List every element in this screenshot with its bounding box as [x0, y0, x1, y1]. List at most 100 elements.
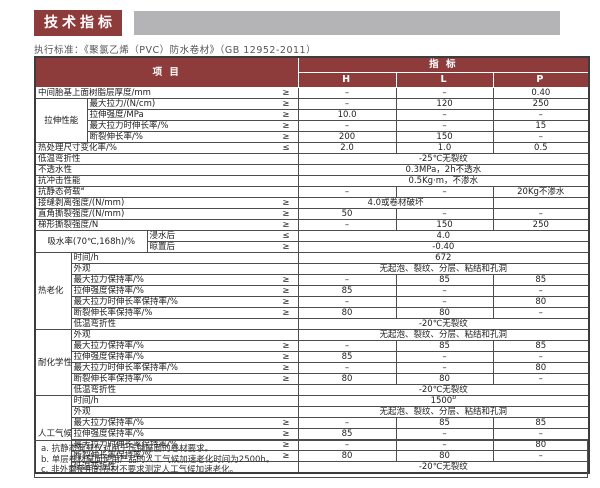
value-cell: 1500b	[297, 395, 590, 407]
value-cell: 120	[395, 98, 494, 110]
value-cell: 20Kg不渗水	[492, 186, 590, 198]
table-row: 拉伸强度保持率/% ≥85– –	[35, 428, 590, 440]
table-row: 低温弯折性 -20℃无裂纹	[35, 461, 590, 474]
table-row: 耐化学性 外观 无起泡、裂纹、分层、粘结和孔洞	[34, 329, 590, 396]
item-label-cell: 断裂伸长率/% ≥	[86, 131, 299, 143]
footnote-c: c. 非外露使用的卷材不要求测定人工气候加速老化。	[41, 465, 239, 475]
table-row: 不透水性 0.3MPa，2h不透水	[34, 164, 590, 176]
item-label-cell: 最大拉力保持率/% ≥	[70, 274, 299, 286]
value-cell: –	[492, 208, 590, 220]
item-label-cell: 抗静态荷载a	[34, 186, 299, 198]
item-label-cell: 接缝剥离强度/(N/mm) ≥	[34, 197, 299, 209]
table-row: 拉伸强度/MPa ≥10.0– –	[35, 109, 590, 121]
title-decorative-bar	[134, 11, 560, 35]
item-label-cell: 外观	[70, 329, 299, 341]
value-cell: –	[395, 120, 494, 132]
footnote-a: a. 抗静态荷载仅对用于压铺屋面的卷材要求。	[41, 444, 214, 454]
value-cell: 85	[297, 351, 397, 363]
value-cell: –	[395, 109, 494, 121]
section-title: 技术指标	[34, 10, 122, 36]
table-row: 吸水率(70℃,168h)/% 浸水后 ≤4.0	[34, 230, 590, 253]
value-cell: –	[395, 351, 494, 363]
value-cell: 15	[492, 120, 590, 132]
value-cell: -0.40	[297, 241, 590, 253]
value-cell: –	[395, 296, 494, 308]
value-cell: 85	[297, 285, 397, 297]
value-cell: 80	[297, 373, 397, 385]
group-label-cell: 吸水率(70℃,168h)/%	[34, 230, 148, 253]
comparison-symbol: ≥	[282, 363, 290, 373]
footnote-b: b. 单层卷材屋面使用产品的人工气候加速老化时间为2500h。	[41, 454, 275, 465]
spec-table: 项 目 指 标 H L P 中间胎基上面树脂层厚度/mm ≥ – –0.40 拉伸性能最…	[34, 56, 591, 474]
comparison-symbol: ≥	[282, 352, 290, 362]
comparison-symbol: ≥	[282, 308, 290, 318]
table-row: 外观 无起泡、裂纹、分层、粘结和孔洞	[35, 263, 590, 275]
value-cell: 50	[297, 208, 397, 220]
footnote-marker: b	[452, 395, 457, 402]
table-row: 断裂伸长率保持率/% ≥80 80–	[35, 373, 590, 385]
value-cell: 85	[395, 274, 494, 286]
value-cell: –	[492, 307, 590, 319]
comparison-symbol: ≥	[282, 242, 290, 252]
value-cell: 80	[395, 450, 494, 462]
value-cell: 80	[492, 296, 590, 308]
standard-reference: 执行标准：《聚氯乙烯（PVC）防水卷材》（GB 12952-2011）	[34, 45, 317, 56]
table-row: 直角撕裂强度/(N/mm) ≥50– –	[34, 208, 590, 220]
table-row: 低温弯折性 -20℃无裂纹	[35, 318, 590, 330]
comparison-symbol: ≥	[282, 209, 290, 219]
value-cell: 4.0或卷材破坏	[297, 197, 494, 209]
value-cell: 85	[492, 340, 590, 352]
item-label-cell: 拉伸强度保持率/% ≥	[70, 285, 299, 297]
table-row: 低温弯折性 -25℃无裂纹	[34, 153, 590, 165]
value-cell: –	[297, 98, 397, 110]
value-cell: –	[395, 208, 494, 220]
comparison-symbol: ≥	[282, 429, 290, 439]
value-cell: 80	[395, 307, 494, 319]
comparison-symbol: ≥	[282, 110, 290, 120]
value-cell: 85	[395, 340, 494, 352]
value-cell: –	[395, 186, 494, 198]
table-row: 梯形撕裂强度/N ≥ –150 250	[34, 219, 590, 231]
header-col-p: P	[492, 72, 590, 88]
value-cell: –	[492, 428, 590, 440]
comparison-symbol: ≥	[282, 440, 290, 450]
table-row: 最大拉力时伸长率/% ≥ – –15	[35, 120, 590, 132]
value-cell: –	[492, 109, 590, 121]
value-cell: 10.0	[297, 109, 397, 121]
item-label-cell: 最大拉力保持率/% ≥	[70, 417, 299, 429]
table-row: 最大拉力时伸长率保持率/% ≥ – –80	[35, 296, 590, 308]
item-label-cell: 断裂伸长率保持率/% ≥	[70, 373, 299, 385]
comparison-symbol: ≥	[282, 286, 290, 296]
item-label-cell: 最大拉力保持率/% ≥	[70, 340, 299, 352]
value-cell: 85	[297, 428, 397, 440]
value-cell: -25℃无裂纹	[297, 153, 590, 165]
value-cell: –	[297, 340, 397, 352]
table-row: 断裂伸长率保持率/% ≥80 80–	[35, 450, 590, 462]
item-label-cell: 晾置后 ≥	[146, 241, 299, 253]
value-cell: –	[395, 428, 494, 440]
value-cell: –	[492, 450, 590, 462]
item-label-cell: 时间/h	[70, 252, 299, 264]
header-col-h: H	[297, 72, 397, 88]
table-row: 热处理尺寸变化率/% ≤2.0 1.0 0.5	[34, 142, 590, 154]
value-cell: –	[395, 362, 494, 374]
header-col-l: L	[395, 72, 494, 88]
value-cell: –	[297, 219, 397, 231]
item-label-cell: 最大拉力/(N/cm) ≥	[86, 98, 299, 110]
value-cell: –	[492, 351, 590, 363]
table-row: 外观 无起泡、裂纹、分层、粘结和孔洞	[35, 406, 590, 418]
item-label-cell: 外观	[70, 406, 299, 418]
group-label-cell: 耐化学性	[34, 329, 72, 396]
table-row: 抗静态荷载a – –20Kg不渗水	[34, 186, 590, 198]
item-label-cell: 时间/h	[70, 395, 299, 407]
value-cell: 0.40	[492, 87, 590, 99]
table-row: 接缝剥离强度/(N/mm) ≥4.0或卷材破坏	[34, 197, 590, 209]
value-cell: –	[297, 417, 397, 429]
value-cell: –	[492, 131, 590, 143]
value-cell: –	[492, 373, 590, 385]
comparison-symbol: ≥	[282, 121, 290, 131]
item-label-cell: 低温弯折性	[70, 461, 299, 474]
